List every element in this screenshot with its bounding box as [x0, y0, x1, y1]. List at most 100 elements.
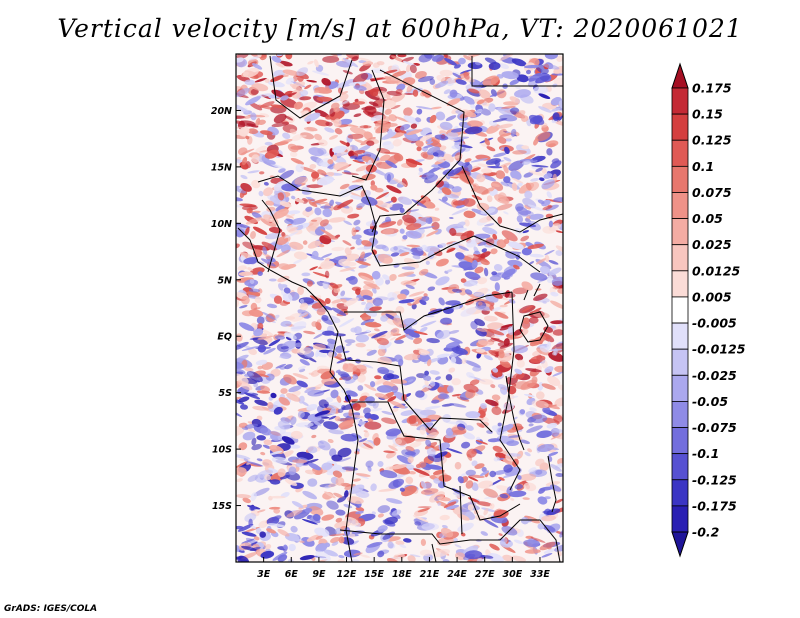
- field-cell: [257, 271, 263, 277]
- field-cell: [308, 506, 324, 516]
- field-cell: [520, 439, 531, 445]
- field-cell: [331, 454, 343, 462]
- field-cell: [505, 251, 517, 259]
- field-cell: [508, 160, 525, 172]
- field-cell: [520, 379, 537, 391]
- field-cell: [367, 256, 373, 260]
- field-cell: [521, 305, 534, 313]
- field-cell: [529, 213, 544, 220]
- colorbar-band: [671, 87, 689, 115]
- field-cell: [419, 426, 426, 435]
- field-cell: [297, 347, 312, 355]
- field-cell: [373, 328, 380, 332]
- field-cell: [344, 339, 356, 344]
- field-cell: [311, 321, 318, 327]
- field-cell: [312, 271, 329, 278]
- field-cell: [244, 373, 253, 377]
- field-cell: [530, 414, 548, 424]
- field-cell: [315, 543, 328, 553]
- field-cell: [427, 286, 436, 292]
- field-cell: [376, 337, 389, 346]
- colorbar-top-arrow: [671, 62, 689, 89]
- field-cell: [237, 265, 247, 271]
- field-cell: [298, 312, 309, 317]
- field-cell: [412, 254, 421, 260]
- field-cell: [379, 154, 391, 162]
- field-cell: [244, 423, 259, 429]
- field-cell: [488, 103, 496, 112]
- field-cell: [240, 404, 248, 410]
- field-cell: [425, 405, 441, 410]
- field-cell: [521, 247, 532, 256]
- field-cell: [284, 115, 294, 121]
- field-cell: [521, 115, 529, 122]
- lake-line: [523, 283, 541, 301]
- field-cell: [270, 479, 281, 485]
- field-cell: [445, 341, 460, 349]
- field-cell: [267, 159, 276, 165]
- field-cell: [429, 370, 440, 375]
- field-cell: [243, 257, 259, 265]
- field-cell: [354, 450, 360, 455]
- field-cell: [490, 337, 505, 343]
- field-cell: [475, 108, 483, 114]
- field-cell: [426, 447, 436, 457]
- field-cell: [433, 469, 445, 476]
- field-cell: [339, 140, 349, 146]
- lat-tick-label: 20N: [211, 106, 232, 117]
- field-cell: [487, 438, 501, 443]
- field-cell: [435, 376, 441, 381]
- field-cell: [497, 422, 502, 427]
- field-cell: [292, 459, 308, 464]
- field-cell: [471, 482, 479, 491]
- field-cell: [448, 329, 460, 334]
- field-cell: [494, 311, 509, 319]
- field-cell: [440, 317, 453, 325]
- field-cell: [396, 83, 406, 91]
- field-cell: [241, 295, 250, 305]
- field-cell: [407, 555, 416, 562]
- field-cell: [350, 246, 355, 250]
- field-cell: [255, 359, 268, 366]
- field-cell: [487, 328, 505, 336]
- field-cell: [377, 254, 393, 264]
- field-cell: [403, 115, 420, 125]
- field-cell: [381, 132, 397, 140]
- field-cell: [493, 263, 503, 272]
- colorbar-label: -0.025: [692, 368, 737, 383]
- field-cell: [523, 64, 540, 69]
- field-cell: [242, 431, 256, 441]
- field-cell: [555, 230, 563, 234]
- field-cell: [374, 204, 390, 212]
- field-cell: [448, 367, 456, 373]
- field-cell: [533, 86, 549, 95]
- field-cell: [394, 116, 410, 123]
- field-cell: [294, 198, 305, 203]
- field-cell: [407, 302, 413, 306]
- field-cell: [539, 345, 549, 353]
- field-cell: [351, 227, 357, 237]
- field-cell: [271, 55, 282, 63]
- field-cell: [262, 246, 268, 255]
- colorbar-label: -0.2: [692, 525, 719, 540]
- field-cell: [520, 235, 530, 242]
- field-cell: [343, 549, 361, 558]
- field-cell: [418, 349, 429, 356]
- field-cell: [359, 125, 372, 129]
- field-cell: [284, 332, 297, 340]
- field-cell: [366, 140, 375, 146]
- field-cell: [390, 327, 400, 336]
- field-cell: [529, 336, 546, 347]
- field-cell: [236, 333, 243, 342]
- field-cell: [497, 107, 512, 116]
- field-cell: [389, 336, 396, 341]
- field-cell: [355, 510, 364, 515]
- field-cell: [352, 364, 367, 373]
- field-cell: [410, 123, 418, 129]
- field-cell: [447, 167, 463, 177]
- field-cell: [355, 334, 369, 343]
- field-cell: [236, 461, 248, 469]
- country-borders: [237, 55, 563, 562]
- field-cell: [546, 508, 561, 516]
- field-cell: [307, 446, 318, 454]
